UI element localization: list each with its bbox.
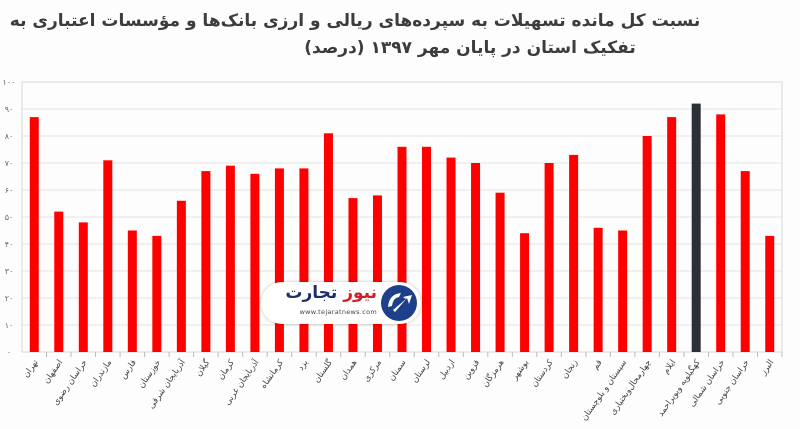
x-tick-label: تهران [21,357,41,379]
bar [618,230,628,352]
x-tick-label: مرکزی [362,358,384,384]
x-tick-label: کردستان [530,357,557,389]
y-tick-label: ۷۰ [5,159,14,168]
bar [103,160,113,352]
bar [642,136,652,352]
chart-title-line-2: تفکیک استان در پایان مهر ۱۳۹۷ (درصد) [304,38,636,58]
bar [593,227,603,352]
y-tick-label: ۳۰ [5,267,14,276]
x-tick-label: قم [591,358,605,372]
bar [152,235,162,352]
bar [78,222,88,352]
bar [495,192,505,352]
x-tick-label: البرز [758,358,776,378]
x-tick-label: یزد [296,357,311,372]
x-tick-label: کرمانشاه [259,357,287,390]
y-tick-label: ۶۰ [5,186,14,195]
x-tick-label: اصفهان [42,358,65,386]
y-tick-label: ۵۰ [5,213,14,222]
bar [667,117,677,352]
x-tick-label: زنجان [560,358,580,381]
bar [740,171,750,352]
y-tick-label: ۱۰ [5,321,14,330]
bar [250,173,260,352]
bar [765,235,775,352]
x-tick-label: بوشهر [509,358,531,383]
chart-title-line-1: نسبت کل مانده تسهیلات به سپرده‌های ریالی… [9,11,701,31]
bar [348,198,358,352]
x-tick-label: قزوین [461,358,482,382]
tejaratnews-logo: نیوز تجارت www.tejaratnews.com [261,282,421,324]
logo-wordmark-part1: تجارت [285,283,338,303]
bar [422,146,432,352]
x-tick-label: لرستان [410,358,433,385]
x-tick-label: ایلام [661,358,678,376]
bar [372,195,382,352]
x-tick-label: کهگیلویه وبویراحمد [655,357,703,419]
x-tick-label: سمنان [387,358,409,383]
bar [299,168,309,352]
x-tick-label: گلستان [311,357,335,385]
x-tick-label: اردبیل [437,358,458,381]
bar [397,146,407,352]
logo-wordmark: نیوز تجارت [285,283,377,303]
bar [569,154,579,352]
chart-title: نسبت کل مانده تسهیلات به سپرده‌های ریالی… [0,8,800,62]
logo-wordmark-part2: نیوز [343,283,377,303]
x-tick-label: همدان [338,358,359,382]
bar [544,163,554,352]
y-tick-label: ۹۰ [5,105,14,114]
x-tick-label: مازندران [88,358,114,389]
bar [520,233,530,352]
x-tick-label: هرمزگان [480,357,507,389]
bar [471,163,481,352]
tejaratnews-logo-icon [381,285,417,321]
y-tick-label: ۰ [7,348,11,357]
y-tick-label: ۸۰ [5,132,14,141]
y-tick-label: ۱۰۰ [3,78,16,87]
bar [29,117,39,352]
bar [225,165,235,352]
bar [691,103,701,352]
x-tick-label: فارس [118,358,138,381]
bar [446,157,456,352]
y-tick-label: ۴۰ [5,240,14,249]
bar [127,230,137,352]
bar [274,168,284,352]
bar [201,171,211,352]
x-tick-label: گیلان [193,357,213,379]
arrow-swirl-icon [388,293,412,312]
x-tick-label: کرمان [216,357,237,382]
bar [54,211,64,352]
y-tick-label: ۲۰ [5,294,14,303]
bar [176,200,186,352]
bar [323,133,333,352]
bar [716,114,726,353]
logo-url: www.tejaratnews.com [299,308,377,316]
